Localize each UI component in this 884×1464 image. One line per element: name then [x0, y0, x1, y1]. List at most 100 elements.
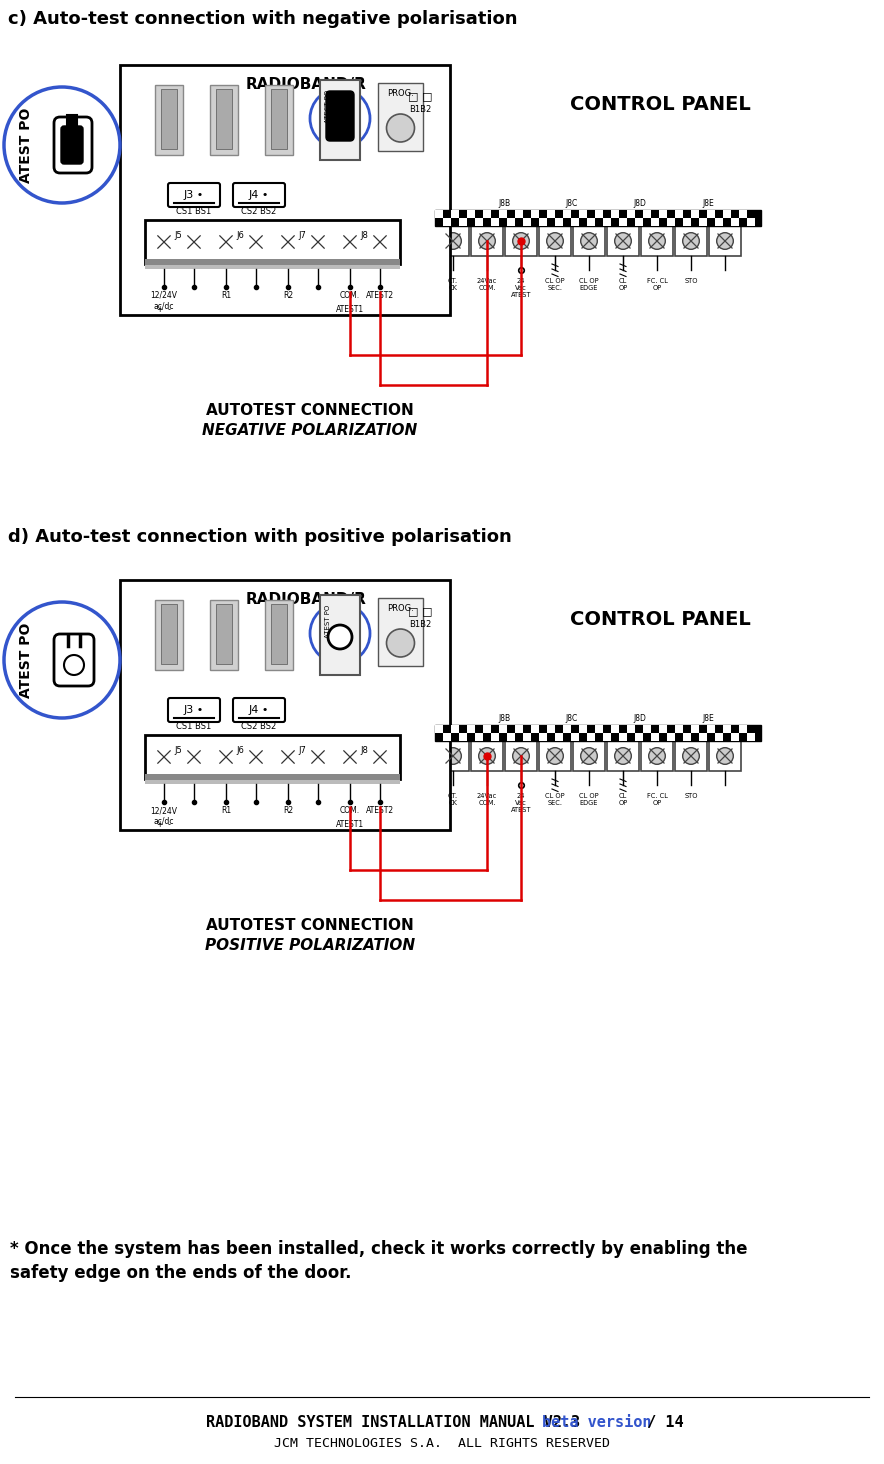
- Circle shape: [717, 233, 734, 249]
- Circle shape: [478, 233, 495, 249]
- Bar: [499, 209, 507, 218]
- Bar: [715, 218, 723, 225]
- Bar: [675, 741, 707, 772]
- Circle shape: [4, 86, 120, 203]
- Text: 24
Vac
ATEST: 24 Vac ATEST: [511, 793, 531, 813]
- Text: 24Vac
COM.: 24Vac COM.: [476, 278, 497, 291]
- Circle shape: [310, 88, 370, 148]
- Bar: [707, 209, 715, 218]
- Bar: [435, 209, 443, 218]
- Circle shape: [328, 625, 352, 649]
- Text: RADIOBAND/R: RADIOBAND/R: [246, 591, 366, 608]
- Bar: [67, 116, 77, 127]
- Bar: [212, 225, 240, 259]
- Bar: [336, 225, 364, 259]
- Bar: [515, 725, 523, 733]
- Circle shape: [614, 748, 631, 764]
- Bar: [571, 733, 579, 741]
- Bar: [627, 209, 635, 218]
- Text: J3 •: J3 •: [184, 190, 204, 201]
- Bar: [459, 733, 467, 741]
- Bar: [667, 733, 675, 741]
- Text: beta version: beta version: [542, 1416, 652, 1430]
- Bar: [378, 83, 423, 151]
- Circle shape: [343, 750, 357, 764]
- Bar: [539, 733, 547, 741]
- Bar: [611, 725, 619, 733]
- Circle shape: [218, 234, 233, 249]
- Text: / 14: / 14: [638, 1416, 683, 1430]
- Text: +  -: + -: [157, 305, 171, 313]
- Bar: [467, 725, 475, 733]
- Text: CL
OP: CL OP: [619, 793, 628, 807]
- Text: CS1 BS1: CS1 BS1: [177, 722, 211, 731]
- Bar: [595, 209, 603, 218]
- Text: safety edge on the ends of the door.: safety edge on the ends of the door.: [10, 1263, 352, 1282]
- Text: J6: J6: [236, 747, 244, 755]
- Bar: [731, 218, 739, 225]
- FancyBboxPatch shape: [168, 698, 220, 722]
- Bar: [627, 725, 635, 733]
- Bar: [731, 733, 739, 741]
- Circle shape: [187, 750, 202, 764]
- Bar: [523, 218, 531, 225]
- Text: J8E: J8E: [702, 199, 714, 208]
- Bar: [563, 209, 571, 218]
- Bar: [555, 733, 563, 741]
- Bar: [651, 733, 659, 741]
- Bar: [547, 725, 555, 733]
- Text: CS1 BS1: CS1 BS1: [177, 206, 211, 217]
- Bar: [675, 225, 707, 256]
- Text: d) Auto-test connection with positive polarisation: d) Auto-test connection with positive po…: [8, 529, 512, 546]
- Bar: [304, 225, 332, 259]
- Bar: [507, 733, 515, 741]
- Bar: [635, 218, 643, 225]
- Bar: [539, 225, 571, 256]
- Bar: [707, 725, 715, 733]
- Text: NEGATIVE POLARIZATION: NEGATIVE POLARIZATION: [202, 423, 417, 438]
- Circle shape: [281, 750, 295, 764]
- Bar: [573, 225, 605, 256]
- Bar: [651, 218, 659, 225]
- Bar: [699, 218, 707, 225]
- Bar: [699, 733, 707, 741]
- Bar: [443, 733, 451, 741]
- Bar: [587, 218, 595, 225]
- Bar: [483, 725, 491, 733]
- Circle shape: [546, 233, 563, 249]
- Text: J7: J7: [298, 231, 306, 240]
- Bar: [611, 209, 619, 218]
- Circle shape: [682, 748, 699, 764]
- Circle shape: [513, 748, 530, 764]
- Circle shape: [513, 233, 530, 249]
- Bar: [161, 605, 177, 665]
- Text: R2: R2: [283, 291, 293, 300]
- Bar: [539, 741, 571, 772]
- Text: J8D: J8D: [634, 199, 646, 208]
- Text: FC. CL
OP: FC. CL OP: [646, 793, 667, 807]
- Text: R1: R1: [221, 807, 231, 815]
- Bar: [635, 733, 643, 741]
- Bar: [505, 741, 537, 772]
- Bar: [443, 218, 451, 225]
- Circle shape: [248, 750, 263, 764]
- Bar: [274, 225, 302, 259]
- Text: 24
Vac
ATEST: 24 Vac ATEST: [511, 278, 531, 299]
- Text: J8B: J8B: [498, 714, 510, 723]
- Bar: [475, 733, 483, 741]
- Text: B1B2: B1B2: [409, 619, 431, 630]
- FancyBboxPatch shape: [54, 634, 94, 687]
- Circle shape: [248, 234, 263, 249]
- Bar: [491, 733, 499, 741]
- Bar: [216, 605, 232, 665]
- FancyBboxPatch shape: [233, 183, 285, 206]
- Bar: [507, 218, 515, 225]
- Text: J5: J5: [174, 231, 182, 240]
- Bar: [747, 218, 755, 225]
- Text: CONTROL PANEL: CONTROL PANEL: [569, 95, 751, 114]
- Bar: [563, 725, 571, 733]
- Bar: [667, 218, 675, 225]
- FancyBboxPatch shape: [168, 183, 220, 206]
- Bar: [723, 725, 731, 733]
- Bar: [451, 209, 459, 218]
